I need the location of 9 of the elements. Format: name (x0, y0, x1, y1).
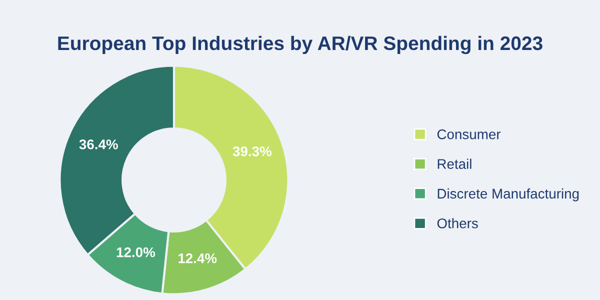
legend-label: Retail (438, 158, 472, 169)
data-label: 12.0% (116, 247, 156, 258)
chart-title: European Top Industries by AR/VR Spending in 2023 (58, 36, 542, 54)
legend-label: Discrete Manufacturing (438, 188, 579, 202)
data-label: 12.4% (178, 253, 217, 264)
legend-label: Others (437, 218, 478, 228)
data-label: 36.4% (79, 139, 118, 150)
legend-label: Consumer (437, 129, 501, 140)
data-label: 39.3% (232, 146, 272, 156)
